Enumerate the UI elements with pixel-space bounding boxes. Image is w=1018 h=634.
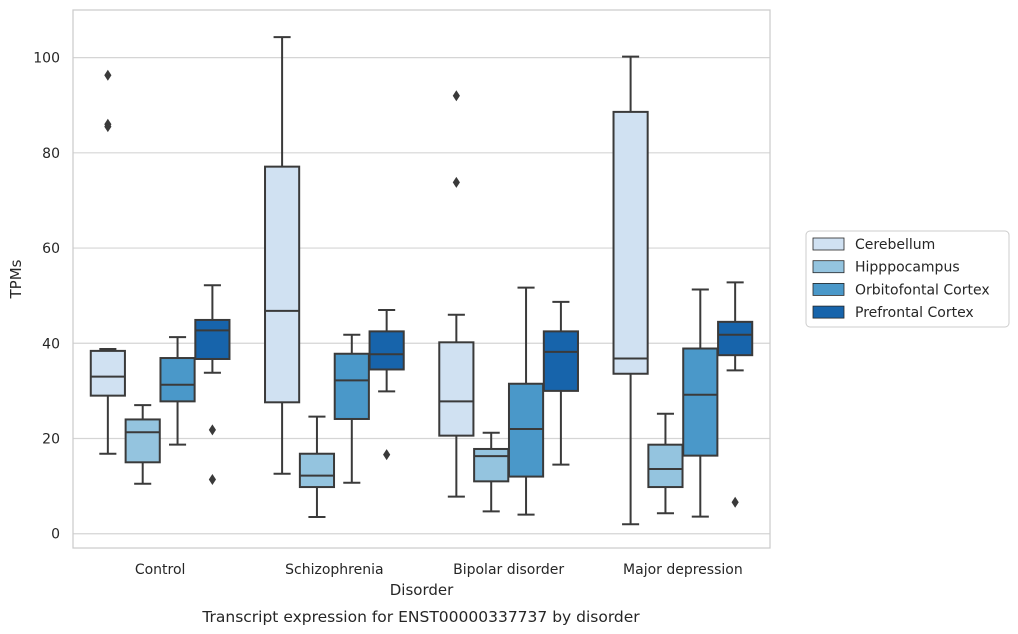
box-iqr — [368, 330, 405, 371]
x-tick-label: Bipolar disorder — [453, 562, 564, 578]
box-cerebellum — [612, 55, 649, 526]
box-prefrontal-cortex — [717, 281, 754, 508]
box-orbitofontal-cortex — [159, 336, 196, 446]
legend-swatch — [812, 282, 845, 296]
box-iqr — [194, 318, 231, 360]
plot-area-frame — [72, 9, 771, 549]
box-hipppocampus — [473, 431, 510, 513]
box-iqr — [159, 357, 196, 403]
box-iqr — [438, 341, 475, 437]
box-iqr — [507, 382, 545, 478]
box-iqr — [298, 452, 336, 489]
box-iqr — [124, 418, 161, 464]
box-hipppocampus — [124, 404, 161, 485]
box-iqr — [89, 349, 126, 397]
legend-swatch — [812, 305, 845, 319]
x-tick-label: Schizophrenia — [285, 562, 383, 578]
y-tick-label: 40 — [42, 336, 60, 352]
outlier-point — [104, 69, 112, 81]
outlier-point — [452, 90, 460, 102]
box-orbitofontal-cortex — [333, 333, 370, 484]
box-orbitofontal-cortex — [682, 288, 719, 518]
y-tick-label: 20 — [42, 431, 60, 447]
box-cerebellum — [89, 69, 126, 455]
box-cerebellum — [438, 90, 475, 498]
outlier-point — [383, 449, 391, 461]
y-tick-label: 0 — [51, 527, 60, 543]
box-iqr — [682, 347, 719, 457]
legend: Cerebellum Hipppocampus Orbitofontal Corte… — [805, 230, 1010, 328]
legend-swatch — [812, 260, 845, 274]
legend-label: Orbitofontal Cortex — [855, 282, 990, 298]
box-iqr — [473, 447, 510, 483]
x-tick-label: Control — [135, 562, 186, 578]
y-tick-label: 100 — [33, 51, 60, 67]
legend-swatch — [812, 237, 845, 251]
legend-frame — [805, 230, 1010, 328]
box-hipppocampus — [298, 415, 336, 519]
outlier-point — [731, 496, 739, 508]
legend-label: Cerebellum — [855, 237, 935, 253]
legend-label: Hipppocampus — [855, 260, 960, 276]
box-iqr — [333, 352, 370, 420]
outlier-point — [452, 176, 460, 188]
grid-lines — [73, 57, 770, 535]
x-tick-labels: Control Schizophrenia Bipolar disorder Majo… — [135, 562, 743, 578]
y-axis-title: TPMs — [7, 259, 25, 299]
box-iqr — [647, 443, 684, 489]
x-tick-label: Major depression — [623, 562, 743, 578]
outlier-point — [208, 473, 216, 485]
box-groups — [89, 36, 754, 526]
box-hipppocampus — [647, 412, 684, 515]
y-tick-label: 60 — [42, 241, 60, 257]
box-prefrontal-cortex — [542, 300, 579, 466]
box-prefrontal-cortex — [194, 284, 231, 485]
box-iqr — [542, 330, 579, 392]
box-prefrontal-cortex — [368, 308, 405, 461]
box-iqr — [264, 165, 301, 404]
legend-label: Prefrontal Cortex — [855, 305, 974, 321]
chart-caption: Transcript expression for ENST0000033773… — [201, 608, 640, 626]
box-iqr — [717, 320, 754, 357]
box-iqr — [612, 110, 649, 375]
box-orbitofontal-cortex — [507, 286, 545, 516]
box-cerebellum — [264, 36, 301, 475]
outlier-point — [208, 424, 216, 436]
x-axis-title: Disorder — [390, 581, 454, 599]
outlier-point — [104, 121, 112, 133]
y-tick-labels: 0 20 40 60 80 100 — [33, 51, 60, 543]
y-tick-label: 80 — [42, 146, 60, 162]
